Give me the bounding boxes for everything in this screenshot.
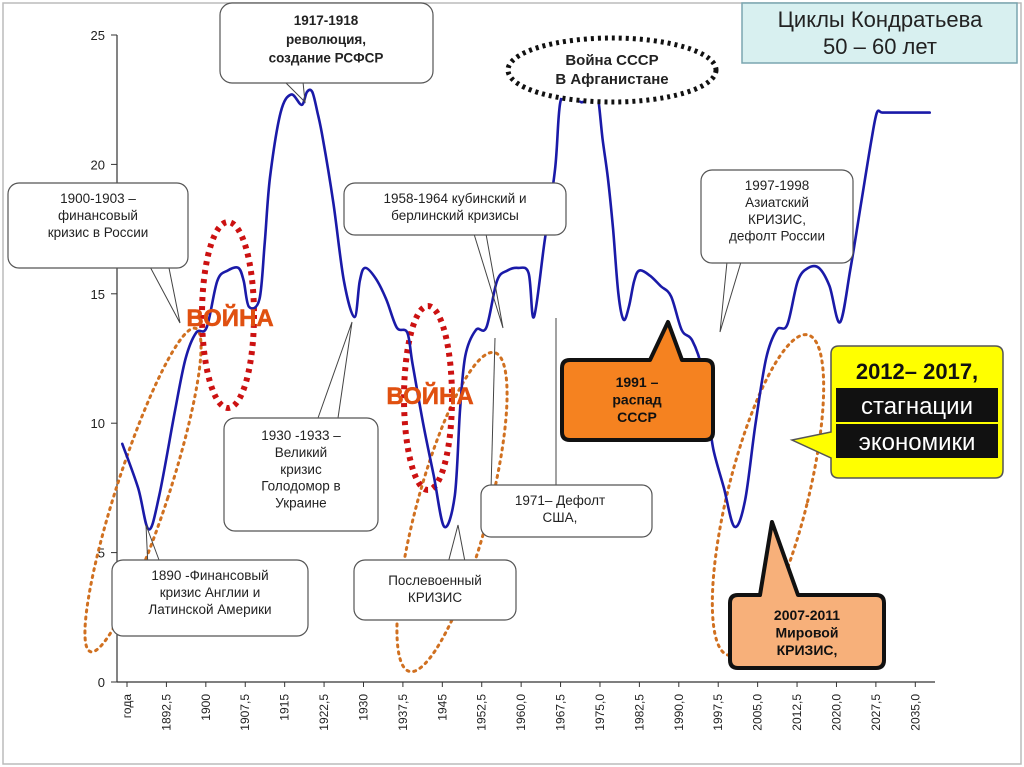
callout-1930: 1930 -1933 – Великий кризис Голодомор в Укра… (223, 417, 379, 532)
x-tick-label: 1892,5 (159, 694, 173, 731)
callout-postwar-text: Послевоенный КРИЗИС (388, 573, 482, 605)
callout-1971-text: 1971– Дефолт США, (515, 493, 605, 525)
x-tick-label: 1997,5 (711, 694, 725, 731)
callout-line: кризис Англии и (160, 585, 261, 600)
callout-2007: 2007-2011 Мировой КРИЗИС, (728, 520, 886, 670)
x-tick-label: 1975,0 (593, 694, 607, 731)
x-tick-label: года (120, 694, 134, 719)
callout-pointers (145, 81, 742, 569)
x-tick-label: 1930 (356, 694, 370, 721)
war-oval-2 (401, 303, 455, 493)
title-box: Циклы Кондратьева 50 – 60 лет (741, 2, 1018, 64)
callout-line: Мировой (776, 625, 839, 641)
callout-line: Голодомор в (261, 479, 340, 494)
callout-line: распад (612, 392, 661, 408)
callout-1890: 1890 -Финансовый кризис Англии и Латинской… (111, 559, 309, 637)
callout-line: кризис (280, 462, 322, 477)
x-tick-label: 2027,5 (869, 694, 883, 731)
war-oval-1 (199, 219, 257, 411)
callout-1958: 1958-1964 кубинский и берлинский кризисы (343, 182, 567, 236)
callout-1917: 1917-1918 революция, создание РСФСР (219, 2, 434, 84)
callout-1991-text: 1991 – распад СССР (612, 374, 661, 425)
callout-2012-line3: экономики (859, 429, 976, 456)
callout-line: революция, (286, 32, 366, 47)
callout-line: 1997-1998 (745, 178, 810, 193)
callout-line: 2007-2011 (774, 607, 840, 623)
callout-1917-text: 1917-1918 революция, создание РСФСР (269, 13, 384, 66)
x-tick-group: года 1892,5 1900 1907,5 1915 1922,5 1930 1937,5… (120, 682, 922, 731)
callout-1930-text: 1930 -1933 – Великий кризис Голодомор в Укра… (261, 428, 341, 511)
callout-1997: 1997-1998 Азиатский КРИЗИС, дефолт России (700, 169, 854, 264)
callout-1991: 1991 – распад СССР (560, 320, 715, 442)
y-tick-label: 5 (98, 546, 105, 561)
x-tick-label: 1922,5 (317, 694, 331, 731)
x-tick-label: 1915 (278, 694, 292, 721)
callout-line: 1958-1964 кубинский и (383, 191, 526, 206)
callout-line: 1930 -1933 – (261, 428, 341, 443)
callout-postwar: Послевоенный КРИЗИС (353, 559, 517, 621)
callout-2012: 2012– 2017, стагнации экономики (789, 345, 1004, 479)
callout-line: КРИЗИС, (748, 212, 806, 227)
series-line (121, 86, 931, 531)
x-tick-label: 1907,5 (238, 694, 252, 731)
callout-line: КРИЗИС (408, 590, 462, 605)
callout-line: Украине (275, 496, 326, 511)
callout-afghanistan-text: Война СССР В Афганистане (555, 52, 668, 88)
callout-line: финансовый (58, 208, 138, 223)
crisis-oval-1890 (83, 326, 203, 654)
y-tick-label: 0 (98, 675, 105, 690)
callout-line: США, (543, 510, 578, 525)
callout-2012-line1: 2012– 2017, (856, 359, 978, 384)
callout-1997-text: 1997-1998 Азиатский КРИЗИС, дефолт России (729, 178, 825, 244)
callout-line: 1900-1903 – (60, 191, 136, 206)
y-tick-group: 0 5 10 15 20 25 (91, 28, 117, 690)
war-label-2: ВОЙНА (386, 382, 473, 410)
x-tick-label: 2005,0 (751, 694, 765, 731)
x-tick-label: 1952,5 (475, 694, 489, 731)
callout-line: В Афганистане (555, 71, 668, 88)
callout-line: СССР (617, 409, 657, 425)
callout-1958-text: 1958-1964 кубинский и берлинский кризисы (383, 191, 526, 223)
callout-2012-line2: стагнации (861, 393, 973, 420)
callout-line: дефолт России (729, 229, 825, 244)
callout-1900: 1900-1903 – финансовый кризис в России (7, 182, 189, 269)
callout-line: Великий (275, 445, 327, 460)
callout-2007-text: 2007-2011 Мировой КРИЗИС, (774, 607, 840, 658)
callout-line: Азиатский (745, 195, 809, 210)
callout-1971: 1971– Дефолт США, (480, 484, 653, 538)
y-tick-label: 20 (91, 157, 105, 172)
callout-line: КРИЗИС, (777, 642, 838, 658)
y-tick-label: 25 (91, 28, 105, 43)
x-tick-label: 1982,5 (632, 694, 646, 731)
x-tick-label: 1900 (199, 694, 213, 721)
callout-1900-text: 1900-1903 – финансовый кризис в России (48, 191, 149, 240)
callout-line: 1971– Дефолт (515, 493, 605, 508)
x-tick-label: 2035,0 (908, 694, 922, 731)
x-tick-label: 1960,0 (514, 694, 528, 731)
y-tick-label: 10 (91, 416, 105, 431)
x-tick-label: 1945 (435, 694, 449, 721)
callout-line: Война СССР (565, 52, 658, 69)
callout-1890-text: 1890 -Финансовый кризис Англии и Латинской… (148, 568, 271, 617)
callout-line: 1890 -Финансовый (151, 568, 268, 583)
callout-line: 1917-1918 (294, 13, 359, 28)
callout-line: создание РСФСР (269, 51, 384, 66)
callout-line: Латинской Америки (148, 602, 271, 617)
war-label-1: ВОЙНА (186, 304, 273, 332)
x-tick-label: 2012,5 (790, 694, 804, 731)
callout-line: кризис в России (48, 225, 149, 240)
title-line-2: 50 – 60 лет (823, 34, 937, 59)
callout-line: Послевоенный (388, 573, 482, 588)
x-tick-label: 1967,5 (554, 694, 568, 731)
title-line-1: Циклы Кондратьева (778, 7, 983, 32)
x-tick-label: 1990,0 (672, 694, 686, 731)
callout-line: 1991 – (616, 374, 659, 390)
y-tick-label: 15 (91, 287, 105, 302)
x-tick-label: 2020,0 (829, 694, 843, 731)
callout-afghanistan: Война СССР В Афганистане (505, 35, 719, 105)
callout-line: берлинский кризисы (391, 208, 519, 223)
x-tick-label: 1937,5 (396, 694, 410, 731)
